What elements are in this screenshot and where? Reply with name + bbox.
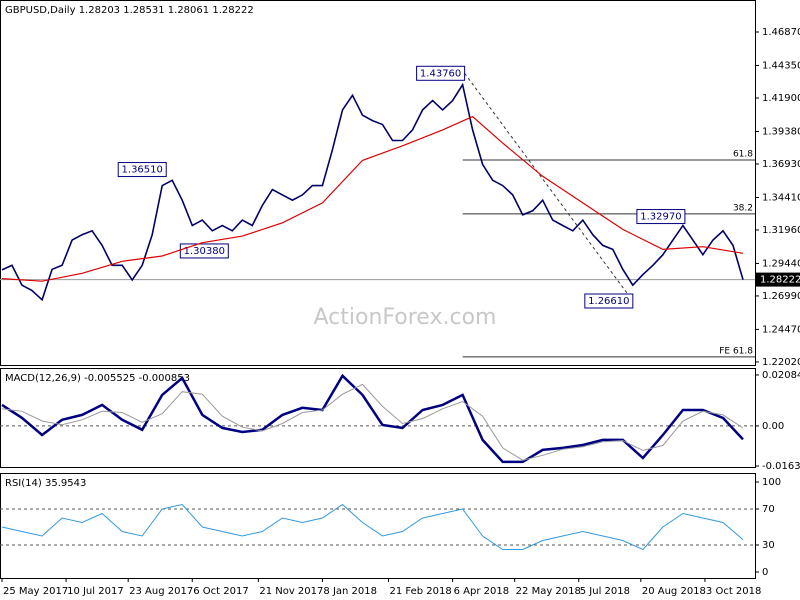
y-tick-label: 30	[762, 540, 775, 551]
annotation-label: 1.30380	[184, 246, 225, 257]
header-part: 1.28061	[168, 5, 209, 16]
y-tick-label: 1.46870	[762, 27, 800, 38]
panel-header: RSI(14) 35.9543	[5, 478, 86, 489]
panel-header: MACD(12,26,9) -0.005525 -0.000853	[5, 373, 190, 384]
annotation-label: 1.26610	[588, 296, 629, 307]
header-part: 35.9543	[45, 478, 86, 489]
y-tick-label: 1.24470	[762, 324, 800, 335]
header-part: MACD(12,26,9)	[5, 373, 81, 384]
y-tick-label: 1.31960	[762, 225, 800, 236]
y-tick-label: 100	[762, 477, 781, 488]
annotation-box	[584, 293, 634, 309]
y-tick-label: 70	[762, 504, 775, 515]
series-line	[1, 115, 744, 282]
x-tick-label: 21 Feb 2018	[390, 586, 452, 597]
annotation-label: 1.36510	[122, 165, 163, 176]
x-tick-label: 10 Jul 2017	[67, 586, 124, 597]
y-tick-label: 1.41900	[762, 93, 800, 104]
last-price-box	[756, 272, 800, 287]
panel-frame	[0, 473, 756, 579]
header-part: RSI(14)	[5, 478, 42, 489]
y-tick-label: 0.020848	[762, 370, 800, 381]
x-tick-label: 3 Oct 2018	[706, 586, 761, 597]
x-tick-label: 5 Jul 2018	[580, 586, 630, 597]
series-line	[1, 82, 744, 302]
fib-label: 61.8	[733, 149, 753, 159]
y-tick-label: 1.44350	[762, 60, 800, 71]
last-price-label: 1.28222	[760, 275, 800, 286]
annotation-box	[636, 209, 686, 225]
x-tick-label: 23 Aug 2017	[129, 586, 193, 597]
watermark: ActionForex.com	[314, 305, 497, 330]
panel-frame	[0, 368, 756, 468]
y-tick-label: 1.39380	[762, 126, 800, 137]
y-tick-label: 1.22020	[762, 357, 800, 368]
y-tick-label: 1.29440	[762, 258, 800, 269]
x-tick-label: 6 Oct 2017	[193, 586, 248, 597]
x-tick-label: 20 Aug 2018	[642, 586, 706, 597]
y-tick-label: 1.36930	[762, 159, 800, 170]
panel-header: GBPUSD,Daily 1.28203 1.28531 1.28061 1.2…	[5, 5, 254, 16]
x-tick-label: 6 Apr 2018	[454, 586, 509, 597]
x-tick-label: 21 Nov 2017	[259, 586, 323, 597]
y-tick-label: 1.26990	[762, 291, 800, 302]
x-tick-label: 8 Jan 2018	[323, 586, 377, 597]
annotation-label: 1.32970	[640, 212, 681, 223]
header-part: GBPUSD,Daily	[5, 5, 76, 16]
y-tick-label: 0.00	[762, 421, 784, 432]
annotation-box	[117, 162, 167, 178]
series-line	[1, 383, 744, 461]
fib-label: 38.2	[733, 203, 753, 213]
header-part: 1.28531	[123, 5, 164, 16]
y-tick-label: 0	[762, 567, 768, 578]
panel-frame	[0, 0, 756, 366]
x-tick-label: 25 May 2017	[3, 586, 68, 597]
series-line	[1, 503, 744, 551]
trend-line	[464, 72, 634, 302]
header-part: 1.28222	[212, 5, 253, 16]
annotation-box	[179, 243, 229, 259]
y-tick-label: -0.016389	[762, 461, 800, 472]
header-part: -0.000853	[139, 373, 190, 384]
fib-label: FE 61.8	[719, 346, 753, 356]
annotation-label: 1.43760	[420, 68, 461, 79]
annotation-box	[416, 65, 466, 81]
x-tick-label: 22 May 2018	[516, 586, 581, 597]
header-part: -0.005525	[84, 373, 135, 384]
series-line	[1, 373, 744, 464]
y-tick-label: 1.34410	[762, 192, 800, 203]
header-part: 1.28203	[79, 5, 120, 16]
